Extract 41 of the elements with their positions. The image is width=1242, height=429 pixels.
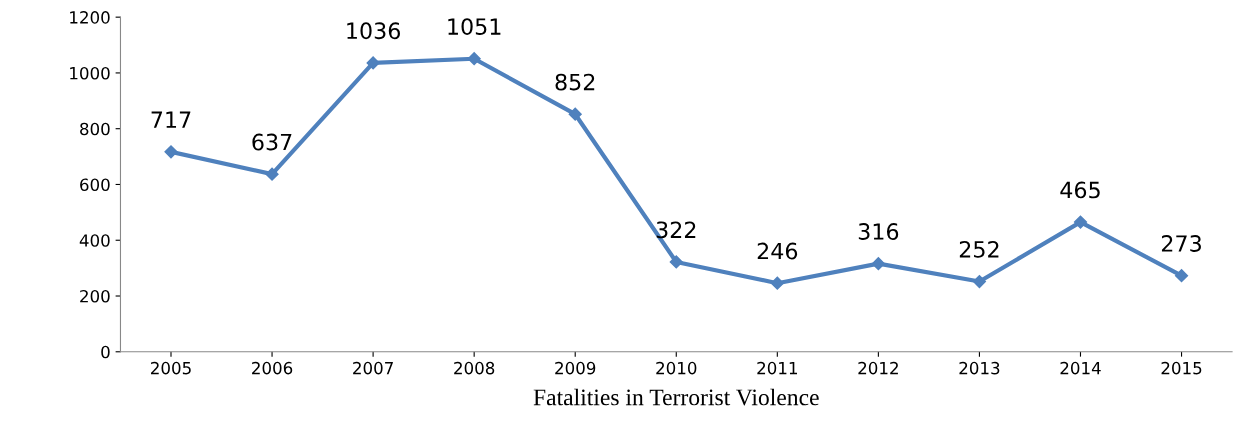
- point: [265, 167, 279, 181]
- x-tick-label: 2006: [252, 361, 293, 375]
- x-tick-label: 2012: [858, 361, 898, 375]
- y-tick-label: 1200: [70, 11, 110, 24]
- data-label: 717: [151, 111, 191, 128]
- data-label: 1051: [448, 18, 501, 35]
- y-tick-label: 200: [80, 289, 110, 303]
- point: [1073, 215, 1088, 229]
- x-tick-label: 2013: [959, 361, 1000, 375]
- point: [669, 255, 683, 269]
- data-label: 852: [555, 73, 595, 91]
- x-tick-label: 2011: [757, 361, 797, 375]
- y-tick-label: 1000: [70, 66, 110, 80]
- point: [871, 257, 885, 271]
- x-tick-label: 2007: [353, 361, 393, 375]
- point: [568, 107, 582, 121]
- data-label: 252: [959, 240, 999, 258]
- y-tick-label: 400: [79, 234, 110, 247]
- data-label: 246: [757, 242, 798, 260]
- x-tick-label: 2005: [151, 361, 191, 375]
- point: [164, 145, 178, 159]
- data-label: 1036: [347, 22, 400, 40]
- point: [1174, 269, 1189, 283]
- x-tick-label: 2008: [454, 361, 495, 375]
- data-label: 637: [252, 133, 292, 151]
- y-tick-label: 800: [80, 122, 110, 136]
- data-label: 322: [656, 221, 696, 239]
- x-tick-label: 2014: [1060, 361, 1101, 375]
- data-label: 465: [1060, 181, 1100, 199]
- data-label: 273: [1161, 235, 1201, 252]
- point: [366, 56, 380, 70]
- x-axis-title: Fatalities in Terrorist Violence: [533, 388, 819, 406]
- x-tick-label: 2015: [1161, 361, 1202, 375]
- y-tick-label: 600: [80, 178, 110, 192]
- x-tick-label: 2010: [656, 361, 697, 375]
- data-label: 316: [858, 223, 899, 240]
- point: [972, 274, 987, 289]
- x-tick-label: 2009: [555, 361, 596, 375]
- point: [467, 52, 481, 66]
- point: [770, 276, 784, 290]
- y-tick-label: 0: [101, 345, 110, 359]
